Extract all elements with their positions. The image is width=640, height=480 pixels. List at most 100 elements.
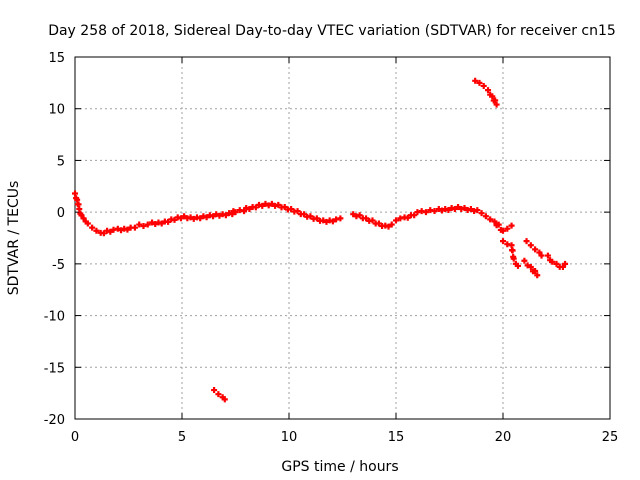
data-point bbox=[472, 77, 479, 84]
y-tick-label: -15 bbox=[44, 361, 65, 376]
data-point bbox=[221, 396, 228, 403]
data-point bbox=[211, 387, 218, 394]
data-point bbox=[487, 216, 494, 223]
data-point bbox=[534, 272, 541, 279]
data-point bbox=[375, 220, 382, 227]
data-point bbox=[252, 204, 259, 211]
data-point bbox=[78, 212, 85, 219]
y-tick-label: -10 bbox=[44, 310, 65, 325]
data-point bbox=[482, 213, 489, 220]
data-point bbox=[187, 214, 194, 221]
data-point bbox=[171, 216, 178, 223]
chart-title: Day 258 of 2018, Sidereal Day-to-day VTE… bbox=[48, 23, 616, 39]
x-tick-label: 25 bbox=[602, 430, 619, 445]
axis-ticks: 0 5 10 15 20 25 -20 -15 -10 -5 0 5 10 15 bbox=[44, 51, 619, 445]
data-point bbox=[246, 205, 253, 212]
y-tick-label: 10 bbox=[48, 103, 65, 118]
data-point bbox=[215, 391, 222, 398]
data-point bbox=[100, 230, 107, 237]
data-point bbox=[532, 267, 539, 274]
x-tick-label: 0 bbox=[71, 430, 79, 445]
data-point bbox=[532, 246, 539, 253]
x-tick-label: 5 bbox=[178, 430, 186, 445]
data-point bbox=[131, 224, 138, 231]
data-point bbox=[559, 263, 566, 270]
x-tick-label: 10 bbox=[281, 430, 298, 445]
data-point bbox=[489, 93, 496, 100]
data-point bbox=[388, 221, 395, 228]
y-tick-label: -5 bbox=[52, 258, 65, 273]
data-point bbox=[491, 218, 498, 225]
data-point bbox=[118, 227, 125, 234]
data-point bbox=[268, 200, 275, 207]
data-point bbox=[385, 223, 392, 230]
data-point bbox=[485, 87, 492, 94]
y-tick-label: 15 bbox=[48, 51, 65, 66]
data-point bbox=[549, 258, 556, 265]
x-tick-label: 15 bbox=[388, 430, 405, 445]
data-point bbox=[500, 227, 506, 234]
data-point bbox=[553, 260, 560, 267]
grid bbox=[75, 57, 610, 419]
data-point bbox=[363, 215, 370, 222]
data-point bbox=[222, 212, 229, 219]
data-point bbox=[493, 101, 500, 108]
data-point bbox=[404, 214, 411, 221]
data-point bbox=[124, 226, 131, 233]
data-point bbox=[288, 206, 295, 213]
data-point bbox=[294, 208, 301, 215]
data-point bbox=[93, 227, 100, 234]
data-point bbox=[527, 242, 534, 249]
data-point bbox=[523, 238, 530, 245]
data-point bbox=[435, 206, 442, 213]
y-tick-label: 5 bbox=[57, 154, 65, 169]
data-point bbox=[177, 215, 184, 222]
data-point bbox=[307, 213, 314, 220]
data-point bbox=[241, 208, 248, 215]
data-point bbox=[149, 219, 156, 226]
data-point bbox=[514, 262, 521, 269]
data-point bbox=[524, 262, 531, 269]
data-point bbox=[320, 217, 327, 224]
data-point bbox=[158, 220, 165, 227]
data-point bbox=[89, 224, 96, 231]
data-point bbox=[544, 252, 551, 259]
data-point bbox=[259, 202, 266, 209]
data-point bbox=[262, 200, 269, 207]
data-point bbox=[114, 225, 121, 232]
data-point bbox=[323, 218, 330, 225]
data-point bbox=[536, 249, 543, 256]
data-point bbox=[80, 215, 87, 222]
data-point bbox=[356, 212, 363, 219]
data-point bbox=[439, 207, 446, 214]
y-axis-label: SDTVAR / TECUs bbox=[6, 181, 22, 296]
data-point bbox=[300, 211, 307, 218]
data-point bbox=[495, 221, 502, 228]
data-point bbox=[165, 218, 172, 225]
data-point bbox=[144, 221, 151, 228]
data-point bbox=[451, 205, 458, 212]
data-point bbox=[422, 209, 429, 216]
data-point bbox=[275, 201, 282, 208]
data-point bbox=[216, 212, 223, 219]
data-point bbox=[313, 215, 320, 222]
data-point bbox=[467, 206, 474, 213]
data-point bbox=[431, 208, 438, 215]
data-point bbox=[527, 263, 534, 270]
data-point bbox=[510, 255, 517, 262]
data-point bbox=[455, 203, 462, 210]
data-point bbox=[461, 205, 468, 212]
data-point bbox=[500, 238, 506, 245]
data-point bbox=[190, 215, 197, 222]
data-point bbox=[281, 203, 288, 210]
data-point bbox=[476, 79, 483, 86]
data-point bbox=[474, 207, 481, 214]
data-point bbox=[230, 208, 237, 215]
x-axis-label: GPS time / hours bbox=[281, 459, 398, 475]
data-points bbox=[72, 77, 569, 403]
data-point bbox=[84, 220, 91, 227]
data-point bbox=[152, 220, 159, 227]
data-point bbox=[504, 225, 511, 232]
data-point bbox=[478, 210, 485, 217]
